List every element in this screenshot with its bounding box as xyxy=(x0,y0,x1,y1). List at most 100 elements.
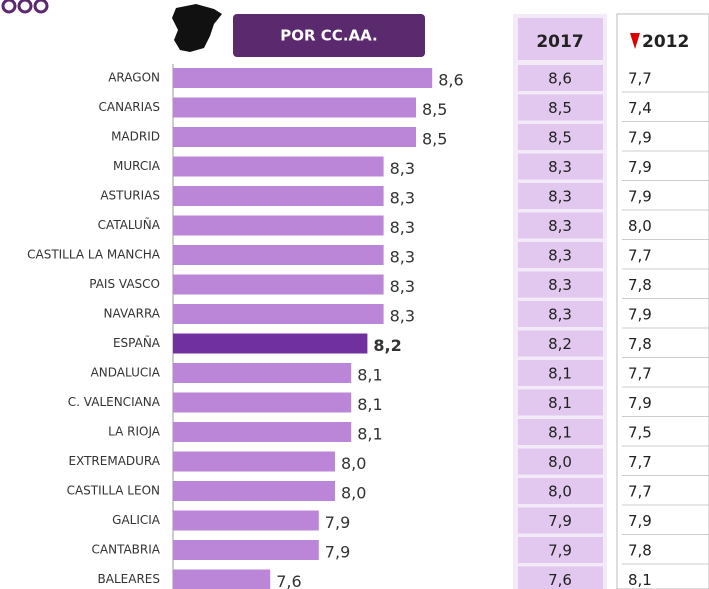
value-label: 8,0 xyxy=(341,454,366,473)
table-cell-text: 8,3 xyxy=(548,158,572,176)
table-cell xyxy=(518,94,603,121)
table-cell-text: 7,8 xyxy=(628,335,652,353)
category-label: PAIS VASCO xyxy=(89,277,160,291)
table-cell-text: 8,1 xyxy=(628,571,652,589)
table-cell-text: 7,8 xyxy=(628,276,652,294)
bar xyxy=(173,304,384,324)
value-label: 8,3 xyxy=(390,248,415,267)
bar xyxy=(173,127,416,147)
table-cell-text: 8,1 xyxy=(548,394,572,412)
bar xyxy=(173,363,352,383)
value-label: 7,9 xyxy=(325,513,350,532)
table-cell-text: 8,3 xyxy=(548,188,572,206)
table-header: 2017 xyxy=(536,32,583,52)
table-cell xyxy=(518,389,603,416)
table-cell-text: 7,7 xyxy=(628,483,652,501)
table-cell-text: 7,6 xyxy=(548,571,572,589)
table-cell-text: 7,7 xyxy=(628,247,652,265)
bar xyxy=(173,333,368,354)
table-cell xyxy=(518,212,603,239)
table-cell-text: 8,1 xyxy=(548,424,572,442)
bar xyxy=(173,540,319,560)
map-icon xyxy=(172,4,222,52)
bar xyxy=(173,451,335,472)
category-label: C. VALENCIANA xyxy=(68,395,161,409)
table-cell xyxy=(518,153,603,180)
table-cell-text: 8,0 xyxy=(628,217,652,235)
category-label: ESPAÑA xyxy=(113,335,161,350)
category-label: CASTILLA LEON xyxy=(67,484,160,498)
table-cell-text: 8,5 xyxy=(548,129,572,147)
table-cell-text: 7,8 xyxy=(628,542,652,560)
value-label: 8,1 xyxy=(357,425,382,444)
value-label: 8,3 xyxy=(390,307,415,326)
table-cell xyxy=(518,537,603,563)
down-triangle xyxy=(630,33,640,49)
bar xyxy=(173,569,271,589)
bar xyxy=(173,156,384,177)
category-label: CANARIAS xyxy=(99,100,160,114)
table-col2-bg xyxy=(616,13,709,589)
category-label: MADRID xyxy=(111,130,160,144)
value-label: 7,9 xyxy=(325,543,350,562)
table-cell xyxy=(518,448,603,475)
bar xyxy=(173,510,319,531)
table-cell-text: 7,7 xyxy=(628,453,652,471)
category-label: ARAGON xyxy=(108,71,160,85)
table-cell xyxy=(518,507,603,534)
category-label: CASTILLA LA MANCHA xyxy=(27,248,161,262)
value-label: 8,1 xyxy=(357,366,382,385)
table-cell-text: 8,5 xyxy=(548,99,572,117)
table-cell xyxy=(518,360,603,386)
category-label: EXTREMADURA xyxy=(69,454,161,468)
bar xyxy=(173,422,352,442)
value-label: 8,0 xyxy=(341,484,366,503)
table-cell-text: 7,9 xyxy=(628,158,652,176)
table-cell xyxy=(518,419,603,445)
bar xyxy=(173,274,384,295)
table-cell-text: 7,9 xyxy=(548,542,572,560)
category-label: CANTABRIA xyxy=(92,543,161,557)
table-cell xyxy=(518,330,603,357)
table-cell xyxy=(518,478,603,504)
table-cell-text: 7,9 xyxy=(628,129,652,147)
category-label: NAVARRA xyxy=(104,307,161,321)
bar xyxy=(173,97,416,118)
value-label: 8,3 xyxy=(390,189,415,208)
value-label: 8,5 xyxy=(422,130,447,149)
category-label: CATALUÑA xyxy=(98,217,161,232)
table-cell-text: 8,3 xyxy=(548,247,572,265)
value-label: 8,3 xyxy=(390,218,415,237)
button[interactable] xyxy=(233,14,425,57)
category-label: ANDALUCIA xyxy=(91,366,161,380)
table-cell-text: 7,9 xyxy=(628,512,652,530)
table-cell xyxy=(518,183,603,209)
table-cell-text: 7,9 xyxy=(628,394,652,412)
value-label: 8,2 xyxy=(373,336,401,355)
table-cell-text: 7,7 xyxy=(628,365,652,383)
table-cell-text: 8,0 xyxy=(548,483,572,501)
table-cell-text: 7,7 xyxy=(628,70,652,88)
header-cell xyxy=(518,18,603,60)
table-cell-text: 8,3 xyxy=(548,217,572,235)
table-cell-text: 7,9 xyxy=(628,306,652,324)
table-cell-text: 7,4 xyxy=(628,99,652,117)
value-label: 8,5 xyxy=(422,100,447,119)
bar xyxy=(173,245,384,265)
table-cell-text: 8,6 xyxy=(548,70,572,88)
table-cell xyxy=(518,242,603,268)
value-label: 8,3 xyxy=(390,277,415,296)
table-cell-text: 7,9 xyxy=(628,188,652,206)
bar xyxy=(173,215,384,236)
table-cell-text: 8,2 xyxy=(548,335,572,353)
value-label: 8,3 xyxy=(390,159,415,178)
category-label: LA RIOJA xyxy=(108,425,161,439)
category-label: GALICIA xyxy=(112,513,161,527)
button-label[interactable]: POR CC.AA. xyxy=(280,27,377,45)
value-label: 7,6 xyxy=(276,572,301,589)
table-cell-text: 8,3 xyxy=(548,276,572,294)
value-label: 8,1 xyxy=(357,395,382,414)
table-cell xyxy=(518,301,603,327)
table-cell-text: 8,0 xyxy=(548,453,572,471)
